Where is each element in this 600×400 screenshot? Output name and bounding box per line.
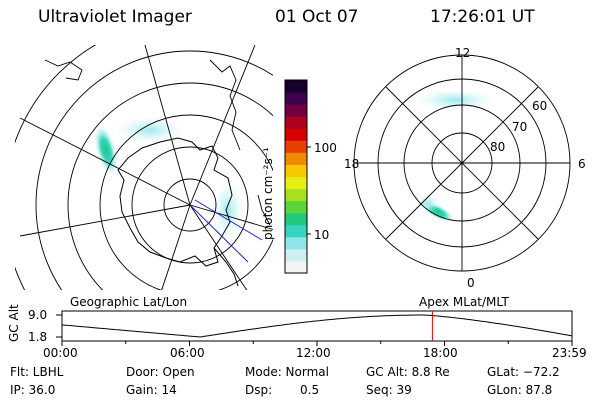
- glon-info: GLon: 87.8: [487, 383, 553, 397]
- ytick-9: 9.0: [28, 308, 48, 322]
- mlat-mlt-map: [353, 54, 571, 272]
- seq-info: Seq: 39: [366, 383, 412, 397]
- filter-info: Flt: LBHL: [10, 365, 64, 379]
- colorbar-unit: photon cm⁻²s⁻¹: [261, 147, 275, 240]
- colorbar-tick-100: 100: [314, 141, 337, 155]
- date-label: 01 Oct 07: [275, 7, 359, 27]
- colorbar-segment: [285, 164, 307, 177]
- colorbar-segment: [285, 92, 307, 105]
- mlt-label-0: 0: [467, 276, 475, 290]
- gc-alt-info: GC Alt: 8.8 Re: [366, 365, 450, 379]
- mlt-label-18: 18: [344, 157, 360, 171]
- colorbar: [285, 80, 307, 274]
- xtick-1200: 12:00: [296, 346, 331, 360]
- dsp-label: Dsp:: [245, 383, 273, 397]
- xtick-1800: 18:00: [423, 346, 458, 360]
- colorbar-segment: [285, 116, 307, 129]
- colorbar-tick-10: 10: [314, 228, 330, 242]
- aurora-emission: [94, 124, 118, 176]
- colorbar-segment: [285, 104, 307, 117]
- colorbar-segment: [285, 140, 307, 153]
- aurora-emission: [416, 194, 440, 212]
- ip-info: IP: 36.0: [10, 383, 56, 397]
- mlt-label-12: 12: [455, 46, 471, 60]
- mlat-label-60: 60: [532, 99, 548, 113]
- aurora-emission: [115, 116, 185, 144]
- colorbar-segment: [285, 80, 307, 93]
- gc-alt-curve: [61, 314, 573, 338]
- geographic-label: Geographic Lat/Lon: [70, 295, 188, 309]
- xtick-0000: 00:00: [43, 346, 78, 360]
- dsp-value: 0.5: [300, 383, 320, 397]
- mode-info: Mode: Normal: [245, 365, 329, 379]
- colorbar-segment: [285, 212, 307, 226]
- time-label: 17:26:01 UT: [430, 7, 535, 27]
- colorbar-segment: [285, 260, 307, 274]
- xtick-0600: 06:00: [170, 346, 205, 360]
- gc-alt-timeline: [56, 310, 573, 346]
- colorbar-segment: [285, 236, 307, 250]
- instrument-title: Ultraviolet Imager: [38, 7, 192, 27]
- glat-info: GLat: −72.2: [487, 365, 560, 379]
- colorbar-segment: [285, 224, 307, 238]
- colorbar-segment: [285, 128, 307, 141]
- colorbar-ticks: [284, 79, 311, 274]
- gain-info: Gain: 14: [126, 383, 177, 397]
- mlat-label-80: 80: [490, 140, 506, 154]
- colorbar-segment: [285, 248, 307, 262]
- ytick-1.8: 1.8: [28, 330, 48, 344]
- xtick-2359: 23:59: [552, 346, 587, 360]
- mlt-label-6: 6: [578, 157, 586, 171]
- apex-label: Apex MLat/MLT: [419, 295, 509, 309]
- colorbar-segment: [285, 176, 307, 190]
- geographic-map: [15, 45, 273, 290]
- door-info: Door: Open: [126, 365, 195, 379]
- colorbar-segment: [285, 188, 307, 202]
- colorbar-segment: [285, 200, 307, 214]
- mlat-label-70: 70: [512, 120, 528, 134]
- colorbar-segment: [285, 152, 307, 165]
- aurora-oval-day: [413, 89, 497, 111]
- timeline-ylabel: GC Alt: [7, 304, 21, 342]
